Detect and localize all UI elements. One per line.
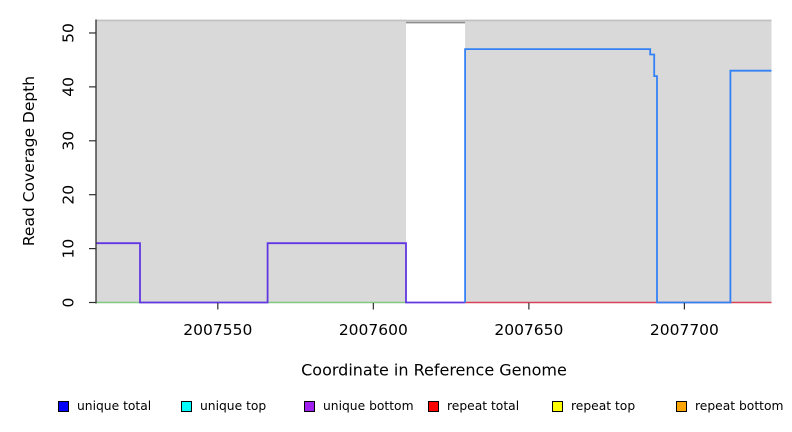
series-unique-total-coverage-right-blocks-blue (464, 48, 772, 304)
shaded-region-right (465, 19, 772, 303)
legend-swatch-unique-top (181, 400, 192, 412)
y-tick-label: 40 (60, 77, 78, 97)
legend-swatch-repeat-bottom (676, 400, 687, 412)
legend-label-unique-top: unique top (200, 399, 267, 413)
legend-label-unique-total: unique total (77, 399, 152, 413)
x-axis-title: Coordinate in Reference Genome (301, 360, 567, 380)
legend-item-unique-top: unique top (181, 399, 266, 413)
y-axis-title: Read Coverage Depth (20, 75, 38, 247)
legend-swatch-repeat-total (428, 400, 439, 412)
legend-item-repeat-top: repeat top (552, 399, 635, 413)
legend-item-unique-total: unique total (58, 399, 151, 413)
x-tick-label: 2007550 (183, 321, 252, 339)
x-tick-label: 2007650 (494, 321, 563, 339)
legend-item-repeat-total: repeat total (428, 399, 519, 413)
x-tick-label: 2007600 (339, 321, 408, 339)
legend-label-repeat-total: repeat total (447, 399, 520, 413)
legend-swatch-unique-bottom (304, 400, 315, 412)
y-tick-label: 30 (60, 131, 78, 151)
legend-item-repeat-bottom: repeat bottom (676, 399, 783, 413)
legend-swatch-repeat-top (552, 400, 563, 412)
legend-label-unique-bottom: unique bottom (323, 399, 414, 413)
y-tick-label: 0 (60, 298, 78, 308)
legend-item-unique-bottom: unique bottom (304, 399, 414, 413)
x-tick-label: 2007700 (650, 321, 719, 339)
legend-label-repeat-bottom: repeat bottom (695, 399, 784, 413)
legend-label-repeat-top: repeat top (571, 399, 636, 413)
series-unique-coverage-left-blocks-violet (96, 242, 466, 304)
y-tick-label: 20 (60, 185, 78, 205)
y-tick-label: 50 (60, 23, 78, 43)
legend-swatch-unique-total (58, 400, 69, 412)
shaded-region-left (96, 19, 407, 303)
y-tick-label: 10 (60, 239, 78, 259)
